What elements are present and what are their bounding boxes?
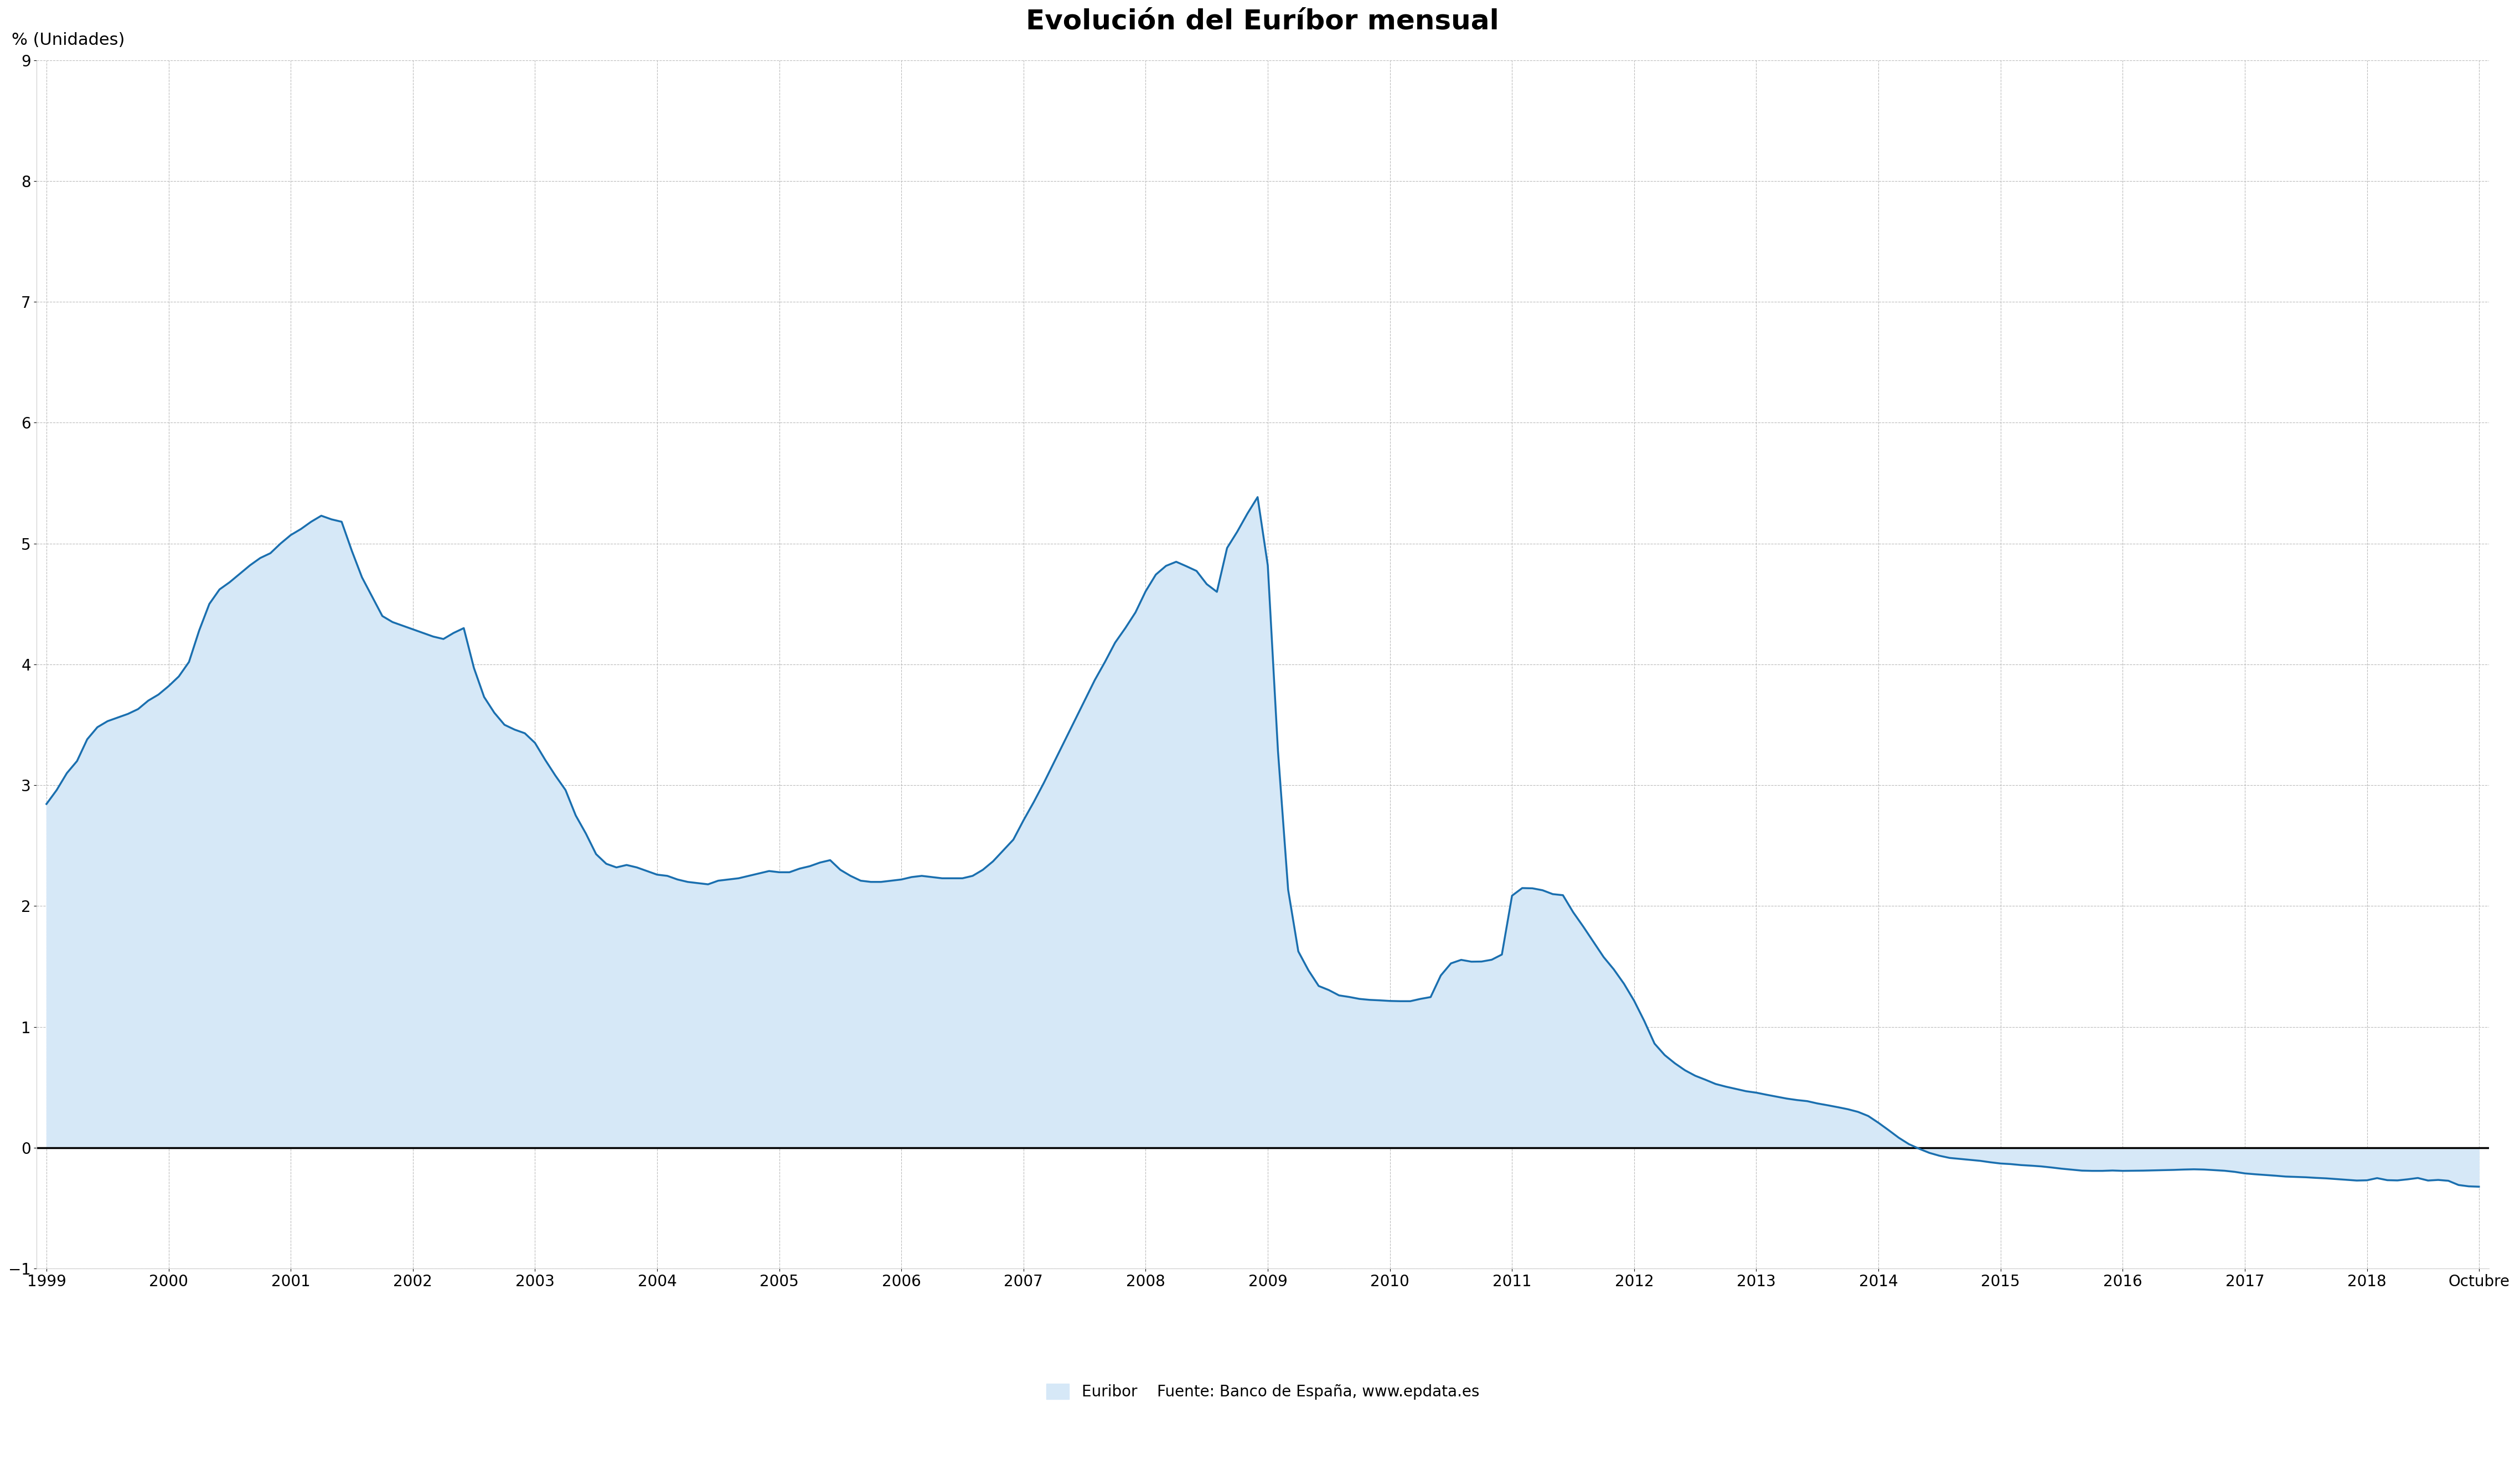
Title: Evolución del Euríbor mensual: Evolución del Euríbor mensual [1026, 9, 1499, 36]
Text: % (Unidades): % (Unidades) [13, 33, 126, 47]
Legend: Euribor    Fuente: Banco de España, www.epdata.es: Euribor Fuente: Banco de España, www.epd… [1041, 1378, 1484, 1406]
